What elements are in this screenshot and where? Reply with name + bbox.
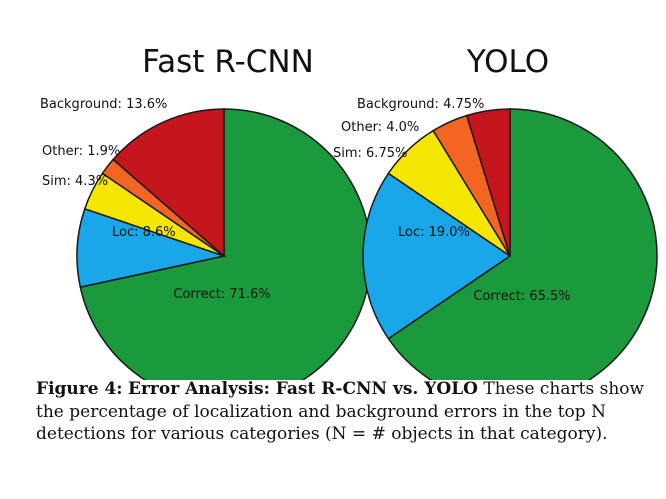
slice-label-correct: Correct: 65.5% [473, 289, 570, 304]
pie-slice-correct [79, 108, 372, 380]
pie-slice-background [465, 108, 511, 257]
pie-slice-loc [362, 172, 512, 340]
slice-label-other: Other: 4.0% [341, 120, 419, 135]
slice-label-background: Background: 13.6% [40, 97, 167, 112]
figure-caption: Figure 4: Error Analysis: Fast R-CNN vs.… [36, 378, 646, 446]
pie-slice-background [112, 108, 225, 258]
slice-label-loc: Loc: 19.0% [398, 225, 470, 240]
slice-label-background: Background: 4.75% [357, 97, 484, 112]
chart-title-yolo: YOLO [466, 44, 549, 80]
figure-charts: Fast R-CNN Correct: 71.6% Loc: 8.6% Sim: 4… [40, 44, 658, 380]
pie-slice-correct [387, 108, 658, 380]
pie-chart-yolo: YOLO Correct: 65.5% Loc: 19.0% Sim: 6.75% O… [333, 44, 658, 380]
slice-label-sim: Sim: 4.3% [42, 174, 108, 189]
caption-figure-label: Figure 4: [36, 379, 123, 399]
slice-label-loc: Loc: 8.6% [112, 225, 176, 240]
chart-title-fast-rcnn: Fast R-CNN [142, 44, 314, 80]
slice-label-sim: Sim: 6.75% [333, 146, 407, 161]
slice-label-other: Other: 1.9% [42, 144, 120, 159]
caption-text: These charts show the percentage of loca… [36, 379, 645, 444]
slice-label-correct: Correct: 71.6% [173, 287, 270, 302]
pie-chart-fast-rcnn: Fast R-CNN Correct: 71.6% Loc: 8.6% Sim: 4… [40, 44, 372, 380]
caption-title: Error Analysis: Fast R-CNN vs. YOLO [127, 379, 478, 399]
